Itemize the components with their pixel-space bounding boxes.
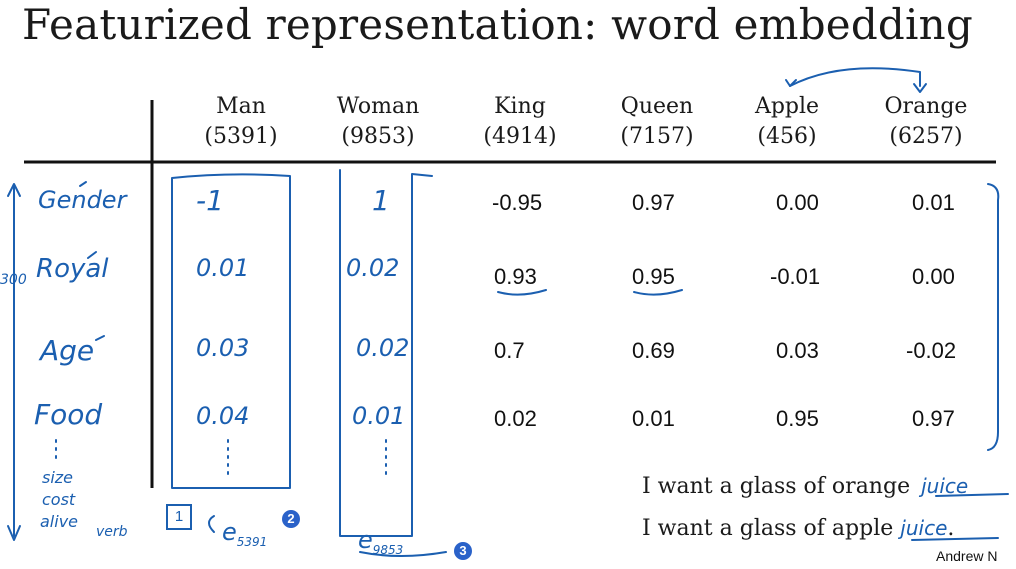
cell-queen-gender: 0.97: [632, 190, 675, 215]
column-header-orange: Orange (6257): [866, 92, 986, 152]
underline-queen-royal: [633, 289, 683, 296]
man-vector-paren: [208, 515, 215, 533]
apple-orange-link: [789, 67, 921, 87]
sentence-text: I want a glass of orange: [642, 474, 911, 499]
column-word: Queen: [620, 94, 694, 119]
column-word: Woman: [336, 94, 420, 119]
column-header-apple: Apple (456): [727, 92, 847, 152]
sentence-blank-word: juice: [900, 516, 948, 540]
column-index: (5391): [204, 124, 278, 149]
cell-woman-gender: 1: [372, 184, 390, 217]
cell-woman-food: 0.01: [352, 402, 406, 430]
cell-king-gender: -0.95: [492, 190, 543, 215]
column-word: Man: [216, 94, 266, 119]
row-label-age: Age: [40, 334, 95, 367]
column-header-man: Man (5391): [181, 92, 301, 152]
underline-king-royal: [497, 289, 547, 296]
blank-line-orange: [935, 493, 1009, 497]
badge-2: 2: [282, 510, 300, 528]
row-label-gender: Gender: [38, 186, 127, 214]
column-index: (456): [757, 124, 817, 149]
column-index: (4914): [483, 124, 557, 149]
feature-note-alive: alive: [40, 512, 79, 531]
cell-man-royal: 0.01: [196, 254, 250, 282]
right-brace-top: [987, 183, 1000, 301]
gender-tick: [79, 181, 87, 187]
column-header-king: King (4914): [460, 92, 580, 152]
cell-queen-food: 0.01: [632, 406, 675, 431]
orange-arrow-icon: [913, 83, 927, 93]
cell-orange-food: 0.97: [912, 406, 955, 431]
cell-orange-age: -0.02: [906, 338, 957, 363]
sentence-orange: I want a glass of orange juice: [642, 474, 968, 499]
cell-orange-royal: 0.00: [912, 264, 955, 289]
column-word: Orange: [884, 94, 968, 119]
column-word: Apple: [754, 94, 820, 119]
cell-apple-gender: 0.00: [776, 190, 819, 215]
sentence-apple: I want a glass of apple juice.: [642, 516, 954, 541]
sentence-period: .: [947, 516, 955, 541]
feature-note-cost: cost: [42, 490, 76, 509]
feature-note-verb: verb: [96, 524, 128, 540]
cell-queen-royal: 0.95: [632, 264, 675, 289]
cell-apple-age: 0.03: [776, 338, 819, 363]
column-index: (9853): [341, 124, 415, 149]
cell-king-food: 0.02: [494, 406, 537, 431]
vector-label-man: e5391: [222, 518, 268, 549]
badge-3: 3: [454, 542, 472, 560]
cell-apple-food: 0.95: [776, 406, 819, 431]
cell-king-age: 0.7: [494, 338, 525, 363]
underline-woman-vector: [359, 551, 447, 557]
slide-title: Featurized representation: word embeddin…: [22, 0, 973, 49]
column-header-woman: Woman (9853): [318, 92, 438, 152]
cell-woman-age: 0.02: [356, 334, 410, 362]
dimension-arrow-up-icon: [7, 183, 21, 197]
cell-man-food: 0.04: [196, 402, 250, 430]
apple-arrow-icon: [785, 79, 797, 87]
row-label-food: Food: [34, 398, 103, 431]
woman-vector-bracket: [339, 169, 433, 537]
column-header-queen: Queen (7157): [597, 92, 717, 152]
cell-queen-age: 0.69: [632, 338, 675, 363]
column-index: (7157): [620, 124, 694, 149]
cell-king-royal: 0.93: [494, 264, 537, 289]
sentence-text: I want a glass of apple: [642, 516, 894, 541]
index-box: 1: [166, 504, 192, 530]
cell-orange-gender: 0.01: [912, 190, 955, 215]
author-watermark: Andrew N: [936, 548, 998, 564]
cell-apple-royal: -0.01: [770, 264, 821, 289]
row-label-royal: Royal: [36, 254, 109, 284]
royal-tick: [87, 251, 97, 259]
man-vector-bracket: [171, 173, 291, 489]
column-word: King: [494, 94, 546, 119]
cell-woman-royal: 0.02: [346, 254, 400, 282]
blank-line-apple: [911, 537, 999, 541]
right-brace-bottom: [987, 299, 999, 451]
age-tick: [95, 335, 105, 341]
cell-man-age: 0.03: [196, 334, 250, 362]
sentence-blank-word: juice: [921, 474, 969, 498]
dimension-arrow-down-icon: [7, 525, 21, 541]
cell-man-gender: -1: [196, 184, 224, 217]
feature-note-size: size: [42, 468, 74, 487]
column-index: (6257): [889, 124, 963, 149]
vector-label-woman: e9853: [358, 526, 404, 557]
